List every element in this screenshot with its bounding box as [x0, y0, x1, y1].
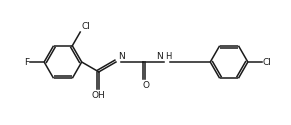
Text: Cl: Cl	[263, 58, 272, 66]
Text: OH: OH	[92, 91, 106, 100]
Text: N: N	[156, 52, 162, 61]
Text: O: O	[142, 81, 149, 90]
Text: Cl: Cl	[81, 22, 90, 31]
Text: N: N	[118, 52, 125, 61]
Text: H: H	[165, 52, 172, 61]
Text: F: F	[24, 58, 29, 66]
